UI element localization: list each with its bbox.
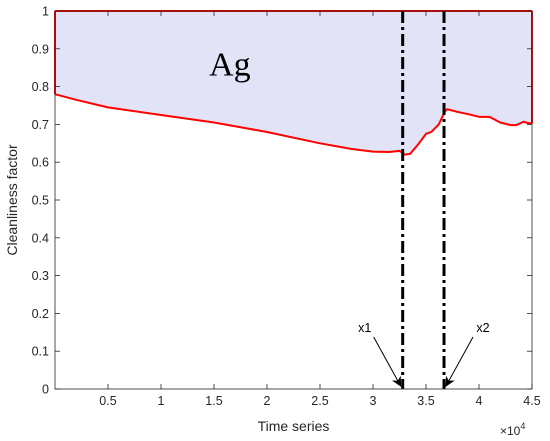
x2-arrow bbox=[445, 336, 474, 387]
clean-region-fill bbox=[55, 11, 532, 155]
y-tick-label: 0 bbox=[42, 383, 49, 397]
x1-arrow bbox=[373, 336, 402, 387]
x-tick-label: 2.5 bbox=[311, 394, 328, 408]
y-tick-label: 0.9 bbox=[32, 42, 49, 56]
y-tick-label: 0.8 bbox=[32, 80, 49, 94]
x-tick-label: 0.5 bbox=[99, 394, 116, 408]
y-tick-label: 0.7 bbox=[32, 118, 49, 132]
x-tick-label: 3 bbox=[370, 394, 377, 408]
y-axis-label: Cleanliness factor bbox=[4, 144, 20, 256]
x-axis-label: Time series bbox=[258, 418, 330, 434]
x-tick-label: 1 bbox=[158, 394, 165, 408]
x-tick-label: 3.5 bbox=[417, 394, 434, 408]
x-tick-label: 4 bbox=[476, 394, 483, 408]
region-label-ag: Ag bbox=[209, 46, 251, 83]
x-tick-label: 1.5 bbox=[205, 394, 222, 408]
y-tick-label: 0.2 bbox=[32, 307, 49, 321]
x1-label: x1 bbox=[358, 321, 371, 335]
x-tick-label: 2 bbox=[264, 394, 271, 408]
y-tick-label: 0.5 bbox=[32, 194, 49, 208]
y-tick-label: 0.3 bbox=[32, 269, 49, 283]
y-tick-label: 0.4 bbox=[32, 231, 49, 245]
x-multiplier-exponent: 4 bbox=[520, 421, 525, 431]
x2-label: x2 bbox=[476, 321, 489, 335]
y-tick-label: 1 bbox=[42, 5, 49, 19]
x-multiplier-base: ×10 bbox=[500, 424, 521, 438]
cleanliness-series-line bbox=[54, 93, 532, 156]
y-tick-label: 0.6 bbox=[32, 156, 49, 170]
x-multiplier-label: ×104 bbox=[500, 421, 525, 438]
x-tick-label: 4.5 bbox=[523, 394, 540, 408]
y-tick-label: 0.1 bbox=[32, 345, 49, 359]
